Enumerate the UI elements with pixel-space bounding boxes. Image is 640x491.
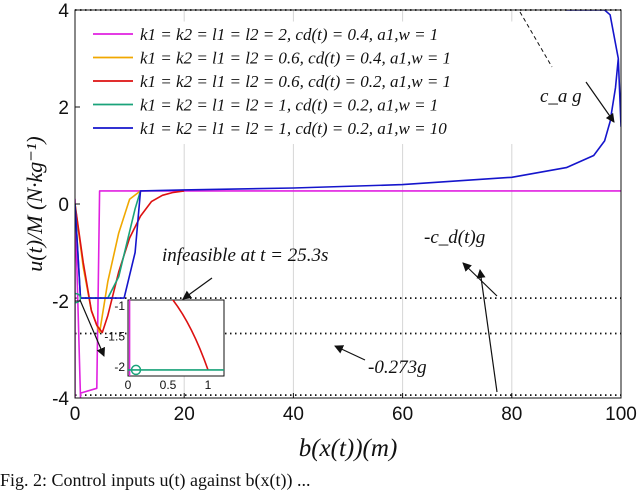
legend-label-1: k1 = k2 = l1 = l2 = 0.6, cd(t) = 0.4, a1… xyxy=(140,49,451,68)
y-tick-label-4: -4 xyxy=(52,389,69,410)
y-tick-label-1: 2 xyxy=(58,98,69,119)
g273-arrow xyxy=(334,345,366,361)
green-marker-arrow xyxy=(79,299,105,357)
inset-x-tick-2: 1 xyxy=(205,378,212,392)
inset-x-tick-1: 0.5 xyxy=(160,378,177,392)
legend-label-0: k1 = k2 = l1 = l2 = 2, cd(t) = 0.4, a1,w… xyxy=(140,25,438,44)
series-line-4 xyxy=(75,10,621,299)
series-lines xyxy=(75,10,621,398)
x-tick-label-0: 0 xyxy=(70,404,81,425)
start-marker xyxy=(75,292,82,304)
series-line-0 xyxy=(75,190,621,398)
inset-x-tick-0: 0 xyxy=(125,378,132,392)
legend-label-3: k1 = k2 = l1 = l2 = 1, cd(t) = 0.2, a1,w… xyxy=(140,96,438,115)
x-tick-label-3: 60 xyxy=(392,404,413,425)
legend-label-2: k1 = k2 = l1 = l2 = 0.6, cd(t) = 0.2, a1… xyxy=(140,72,451,91)
cag-arrow xyxy=(519,11,553,68)
x-tick-label-2: 40 xyxy=(283,404,304,425)
legend: k1 = k2 = l1 = l2 = 2, cd(t) = 0.4, a1,w… xyxy=(84,21,531,144)
inset-y-tick-0: -1 xyxy=(114,299,125,313)
legend-label-4: k1 = k2 = l1 = l2 = 1, cd(t) = 0.2, a1,w… xyxy=(140,119,447,138)
infeasible-arrow xyxy=(182,277,213,300)
inset-series xyxy=(128,300,224,376)
cdg-arrow xyxy=(462,262,498,297)
cdg-label: -c_d(t)g xyxy=(424,227,485,248)
figure-caption: Fig. 2: Control inputs u(t) against b(x(… xyxy=(0,470,310,491)
y-tick-label-0: 4 xyxy=(58,1,69,22)
inset-red-curve xyxy=(171,300,209,371)
y-tick-label-2: 0 xyxy=(58,195,69,216)
x-tick-label-5: 100 xyxy=(605,404,637,425)
legend-box xyxy=(84,21,531,144)
inset-y-tick-1: -1.5 xyxy=(104,329,125,343)
x-tick-label-1: 20 xyxy=(174,404,195,425)
x-tick-label-4: 80 xyxy=(501,404,522,425)
inset-y-tick-2: -2 xyxy=(114,360,125,374)
inset-zoom: 0 0.5 1 -1 -1.5 -2 xyxy=(104,299,225,392)
inset-marker xyxy=(130,364,142,376)
series-line-2 xyxy=(75,190,185,334)
cdg-arrow-2 xyxy=(476,269,498,393)
inset-frame xyxy=(127,299,225,377)
x-axis-label: b(x(t))(m) xyxy=(299,435,398,462)
y-axis-label: u(t)/M (N·kg⁻¹) xyxy=(22,136,47,272)
y-tick-label-3: -2 xyxy=(52,292,69,313)
annotations: infeasible at t = 25.3s c_a g -c_d(t)g -… xyxy=(79,11,615,393)
cag-label: c_a g xyxy=(540,86,582,107)
cag-arrow-2 xyxy=(585,81,615,123)
g273-label: -0.273g xyxy=(368,357,427,378)
infeasible-label: infeasible at t = 25.3s xyxy=(162,245,328,266)
